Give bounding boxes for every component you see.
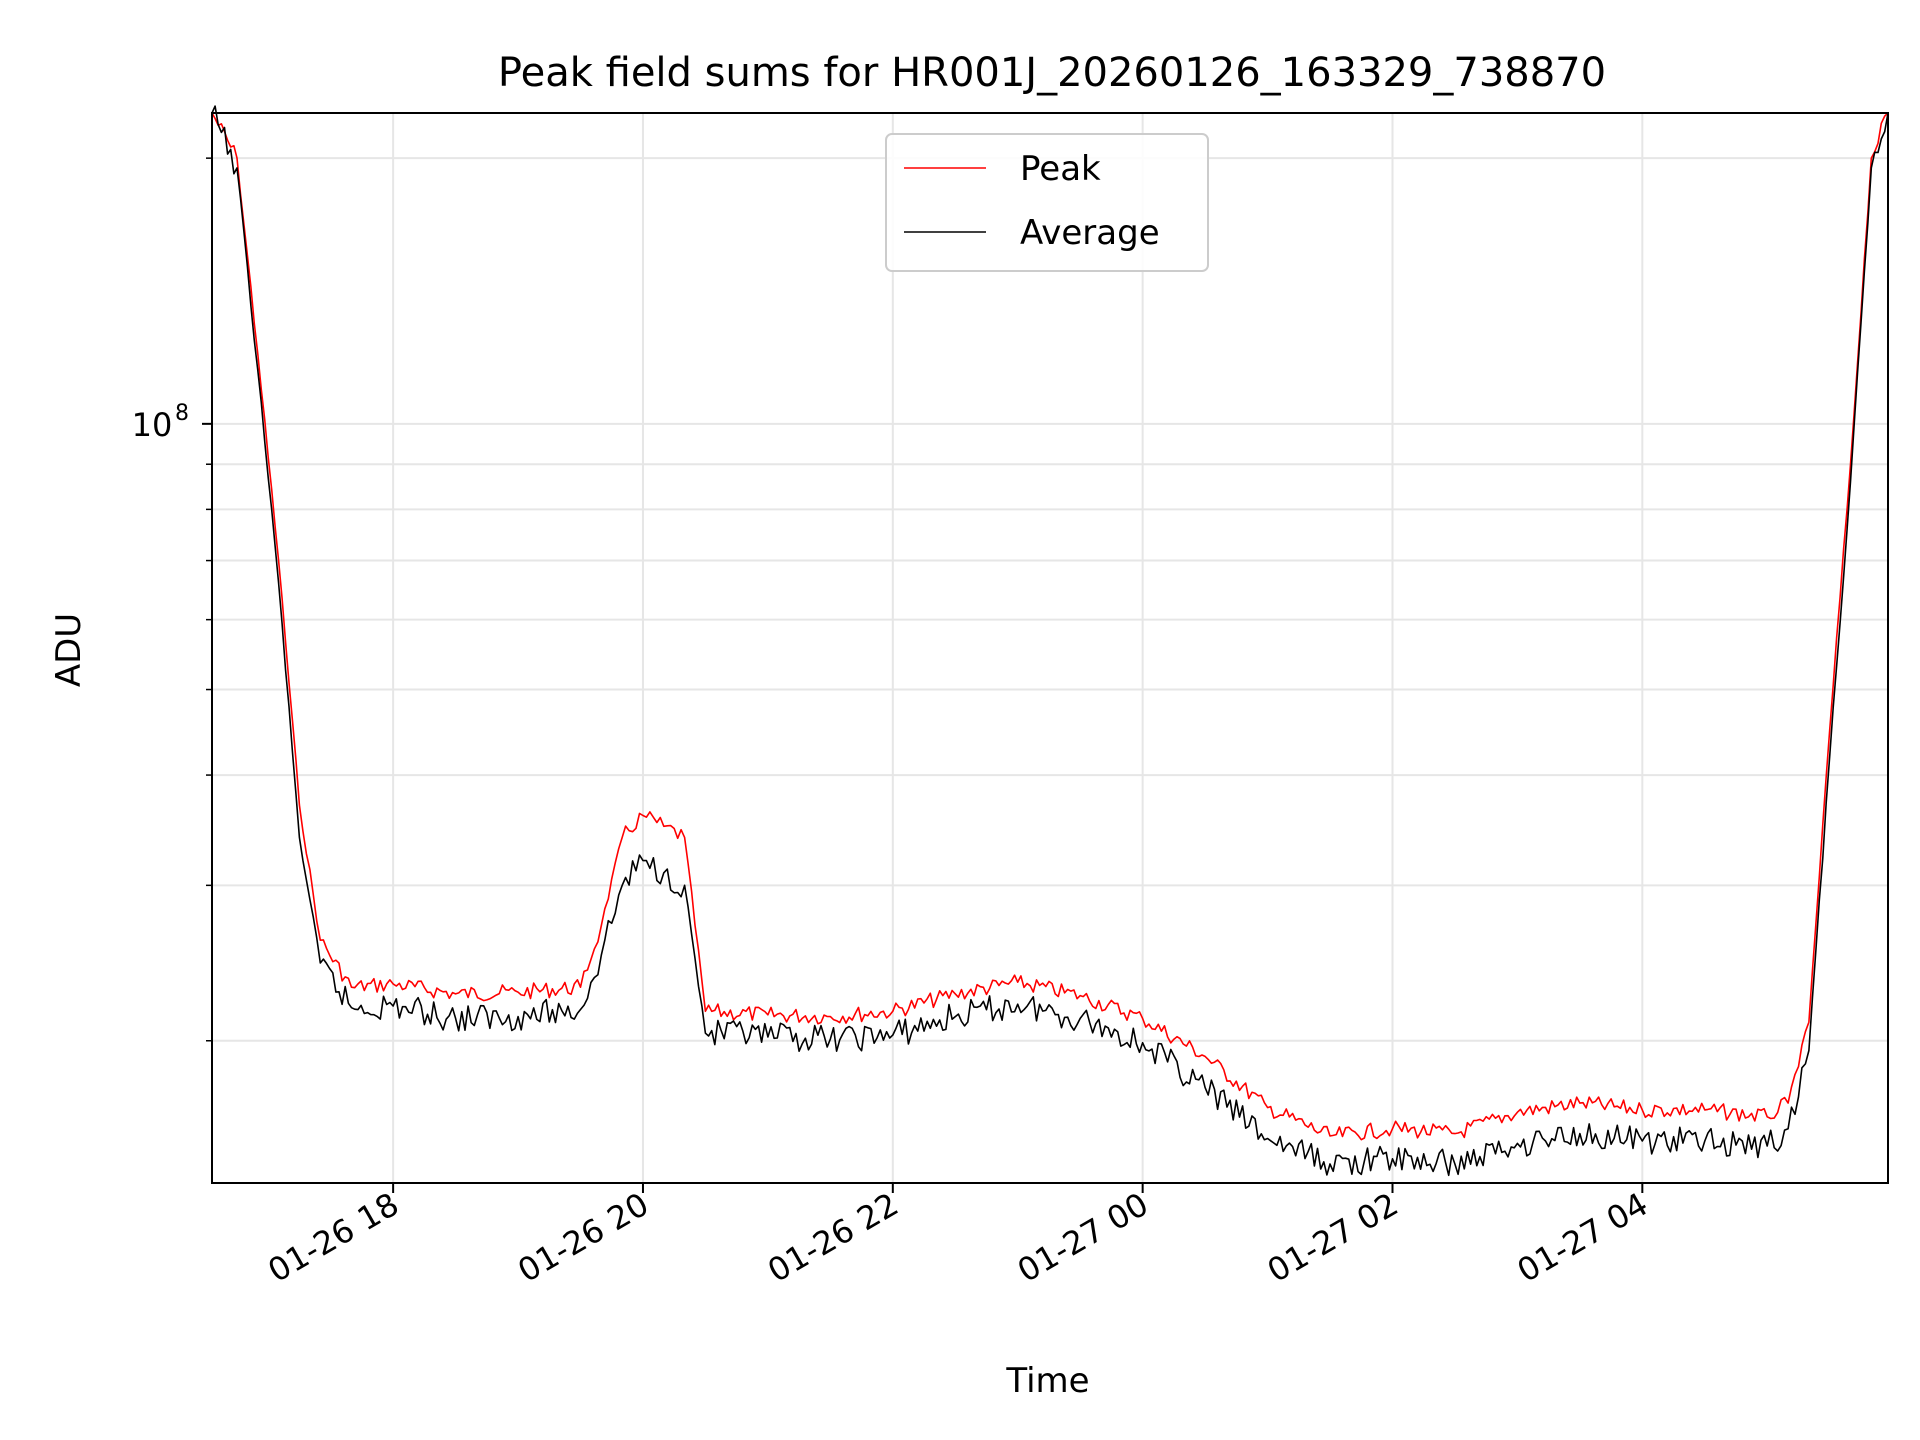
legend-label-peak: Peak <box>1020 149 1101 189</box>
x-tick-label: 01-26 18 <box>262 1185 406 1290</box>
y-tick-label: 10 <box>132 406 173 444</box>
x-tick-label: 01-27 02 <box>1261 1185 1405 1290</box>
y-tick-exponent: 8 <box>175 401 189 426</box>
series-line-average <box>211 105 1889 1177</box>
x-tick-label: 01-26 20 <box>511 1185 655 1290</box>
chart-title: Peak field sums for HR001J_20260126_1633… <box>498 50 1606 96</box>
x-tick-label: 01-26 22 <box>761 1185 905 1290</box>
x-tick-label: 01-27 04 <box>1511 1185 1655 1290</box>
grid <box>212 113 1888 1183</box>
x-tick-label: 01-27 00 <box>1011 1185 1155 1290</box>
y-axis: 10 8 <box>132 157 212 1042</box>
x-axis-label: Time <box>1005 1361 1089 1401</box>
plot-frame <box>211 112 1889 1184</box>
legend-label-average: Average <box>1020 213 1160 253</box>
series-line-peak <box>211 112 1889 1141</box>
legend: Peak Average <box>885 133 1209 272</box>
series-layer <box>211 105 1889 1177</box>
y-axis-label: ADU <box>49 613 89 687</box>
x-axis: 01-26 18 01-26 20 01-26 22 01-27 00 01-27 02… <box>262 1183 1655 1290</box>
